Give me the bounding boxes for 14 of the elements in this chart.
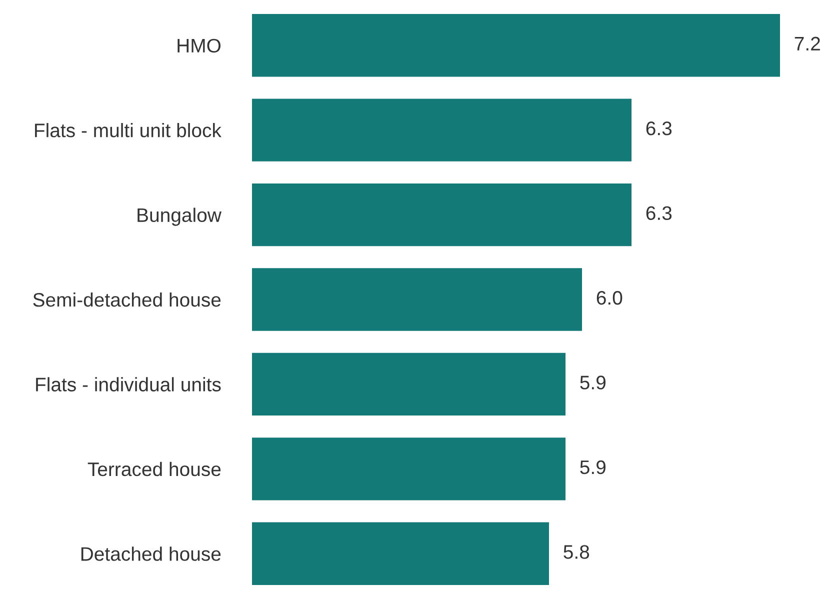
data-label: 6.0 (596, 290, 622, 305)
y-tick-label: HMO (178, 38, 221, 53)
data-label: 6.3 (646, 206, 672, 220)
y-tick-label: Semi-detached house (33, 292, 221, 307)
data-label: 5.8 (564, 545, 590, 559)
data-label: 7.2 (794, 36, 820, 50)
data-label: 5.9 (580, 460, 606, 474)
y-tick-label: Flats - multi unit block (35, 123, 222, 138)
data-label: 6.3 (646, 122, 672, 136)
y-tick-label: Terraced house (88, 462, 221, 476)
y-tick-label: Bungalow (138, 208, 222, 226)
y-tick-label: Flats - individual units (36, 377, 221, 392)
y-tick-label: Detached house (81, 546, 221, 561)
data-label: 5.9 (580, 376, 606, 390)
